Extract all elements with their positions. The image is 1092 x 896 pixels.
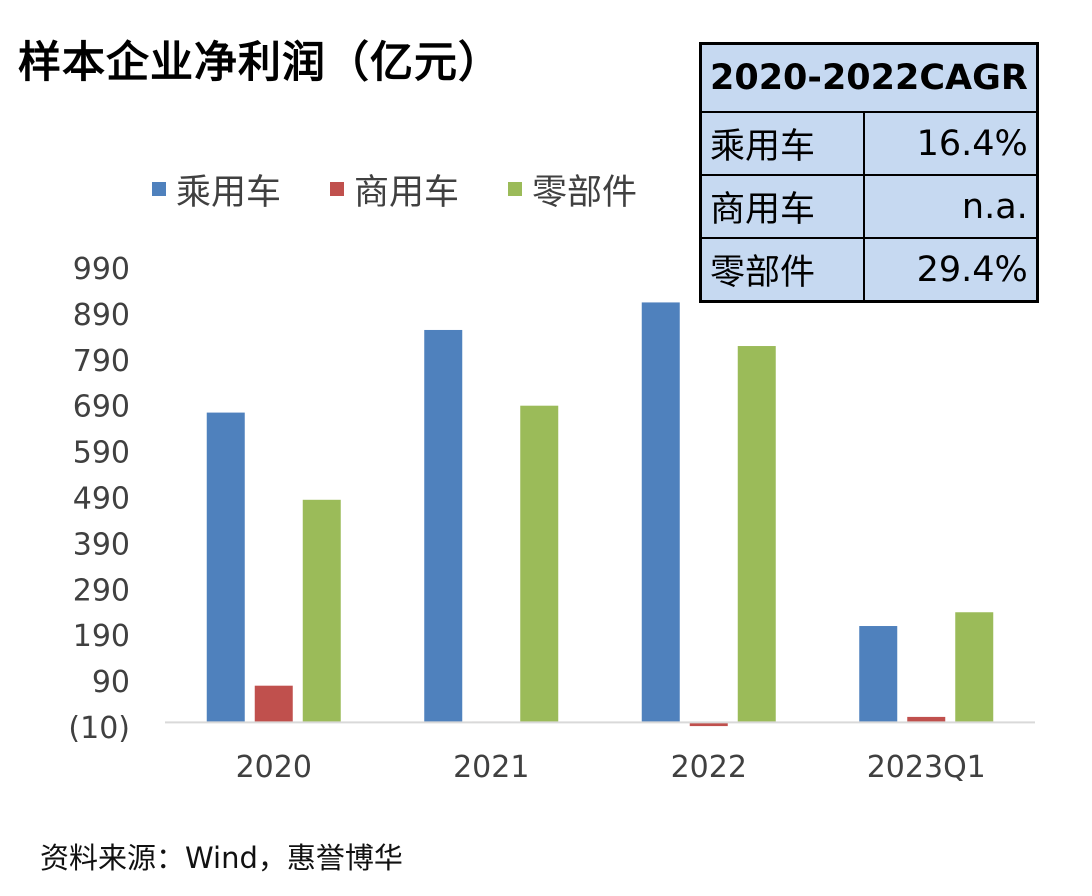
cagr-row-value: n.a. [862,174,1039,239]
cagr-row: 乘用车 16.4% [699,111,1039,176]
y-tick-label: 990 [73,252,130,287]
bar [641,302,680,723]
cagr-row-value: 16.4% [862,111,1039,176]
cagr-row-label: 商用车 [699,174,865,239]
bar [254,685,293,723]
y-tick-label: (10) [68,711,130,746]
legend-label: 乘用车 [176,173,281,213]
bar [955,612,994,723]
bars [206,302,994,727]
y-tick-label: 390 [73,527,130,562]
cagr-row-value: 29.4% [862,237,1039,303]
x-axis: 2020 2021 2022 2023Q1 [236,750,986,785]
legend: 乘用车 商用车 零部件 [152,173,637,213]
cagr-row-label: 零部件 [699,237,865,303]
y-tick-label: 490 [73,482,130,517]
x-tick-label: 2022 [671,750,747,785]
x-tick-label: 2023Q1 [867,750,986,785]
y-axis: (10) 90 190 290 390 490 590 690 790 890 990 [68,252,130,746]
bar [907,716,946,723]
y-tick-label: 90 [92,665,130,700]
cagr-row: 商用车 n.a. [699,174,1039,239]
y-tick-label: 590 [73,436,130,471]
legend-swatch [508,182,522,196]
y-tick-label: 890 [73,298,130,333]
bar [206,412,245,723]
cagr-row: 零部件 29.4% [699,237,1039,303]
legend-swatch [152,182,166,196]
cagr-table: 2020-2022CAGR 乘用车 16.4% 商用车 n.a. 零部件 29.… [699,42,1039,303]
bar [302,499,341,723]
y-tick-label: 690 [73,390,130,425]
bar [520,405,559,723]
bar [424,329,463,723]
source-note: 资料来源：Wind，惠誉博华 [40,841,403,875]
x-tick-label: 2020 [236,750,312,785]
y-tick-label: 290 [73,573,130,608]
bar [689,722,728,727]
x-tick-label: 2021 [453,750,529,785]
legend-swatch [330,182,344,196]
legend-label: 零部件 [532,173,637,213]
bar [737,346,776,723]
y-tick-label: 190 [73,619,130,654]
chart-title: 样本企业净利润（亿元） [18,38,502,88]
bar [859,626,898,723]
cagr-row-label: 乘用车 [699,111,865,176]
cagr-header-row: 2020-2022CAGR [699,42,1039,113]
y-tick-label: 790 [73,344,130,379]
cagr-header: 2020-2022CAGR [699,42,1039,113]
legend-label: 商用车 [354,173,459,213]
